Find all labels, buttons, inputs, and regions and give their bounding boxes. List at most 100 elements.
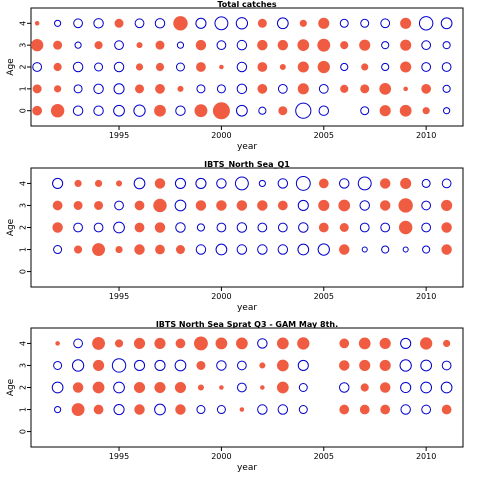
bubble-negative bbox=[113, 104, 125, 117]
bubble-positive bbox=[53, 62, 62, 72]
bubble-negative bbox=[421, 200, 432, 211]
bubble-positive bbox=[116, 180, 123, 187]
bubble-negative bbox=[72, 61, 84, 73]
x-tick-label: 2000 bbox=[211, 292, 231, 301]
bubble-positive bbox=[276, 359, 289, 372]
bubble-negative bbox=[360, 106, 370, 116]
bubble-positive bbox=[441, 404, 452, 415]
y-tick-label: 1 bbox=[19, 407, 28, 412]
bubble-negative bbox=[421, 62, 432, 72]
bubble-negative bbox=[399, 359, 412, 372]
x-tick-label: 2000 bbox=[211, 452, 231, 461]
bubble-negative bbox=[114, 40, 124, 51]
bubble-negative bbox=[216, 222, 227, 233]
bubble-negative bbox=[258, 106, 267, 115]
bubble-positive bbox=[133, 381, 146, 394]
bubble-negative bbox=[51, 381, 64, 394]
x-tick-label: 1995 bbox=[109, 292, 129, 301]
bubble-positive bbox=[318, 199, 330, 212]
bubble-negative bbox=[400, 337, 412, 349]
bubble-positive bbox=[196, 62, 206, 72]
bubble-positive bbox=[154, 337, 166, 349]
bubble-positive bbox=[133, 337, 146, 349]
bubble-positive bbox=[400, 61, 412, 73]
y-tick-label: 3 bbox=[19, 203, 28, 208]
bubble-positive bbox=[339, 338, 350, 349]
bubble-negative bbox=[196, 405, 206, 415]
bubble-negative bbox=[441, 360, 452, 371]
bubble-positive bbox=[379, 337, 391, 349]
bubble-positive bbox=[72, 382, 84, 393]
x-axis-label: year bbox=[237, 303, 257, 313]
y-tick-label: 1 bbox=[19, 86, 28, 91]
bubble-positive bbox=[443, 339, 451, 348]
bubble-negative bbox=[54, 19, 62, 27]
bubble-positive bbox=[339, 244, 350, 255]
bubble-negative bbox=[381, 62, 390, 72]
bubble-negative bbox=[441, 178, 452, 189]
bubble-negative bbox=[257, 404, 268, 415]
bubble-negative bbox=[234, 176, 249, 191]
bubble-positive bbox=[195, 39, 207, 51]
bubble-negative bbox=[443, 107, 451, 115]
bubble-negative bbox=[277, 244, 289, 255]
bubble-negative bbox=[236, 83, 248, 95]
bubble-positive bbox=[318, 222, 329, 233]
bubble-negative bbox=[216, 84, 226, 94]
bubble-negative bbox=[32, 62, 43, 72]
bubble-positive bbox=[339, 360, 350, 371]
bubble-negative bbox=[74, 41, 82, 49]
chart-title: IBTS North Sea Sprat Q3 - GAM May 8th. bbox=[156, 320, 338, 329]
bubble-positive bbox=[359, 404, 370, 415]
y-tick-label: 3 bbox=[19, 363, 28, 368]
bubble-negative bbox=[73, 222, 83, 233]
y-tick-label: 2 bbox=[19, 385, 28, 390]
bubble-positive bbox=[52, 222, 63, 233]
bubble-positive bbox=[277, 200, 288, 211]
bubble-negative bbox=[361, 246, 368, 253]
bubble-negative bbox=[276, 17, 289, 30]
bubble-positive bbox=[359, 39, 371, 51]
bubble-positive bbox=[259, 362, 266, 369]
bubble-negative bbox=[54, 405, 62, 414]
chart-title: Total catches bbox=[217, 0, 276, 9]
bubble-negative bbox=[339, 382, 350, 393]
bubble-negative bbox=[298, 383, 308, 392]
bubble-negative bbox=[154, 359, 166, 372]
y-tick-label: 0 bbox=[19, 429, 28, 434]
bubble-positive bbox=[399, 104, 412, 117]
bubble-positive bbox=[278, 106, 288, 116]
bubble-negative bbox=[71, 359, 85, 372]
y-axis-label: Age bbox=[6, 218, 16, 236]
bubble-positive bbox=[422, 107, 430, 115]
bubble-negative bbox=[214, 16, 229, 31]
bubble-positive bbox=[379, 200, 391, 211]
bubble-negative bbox=[196, 84, 206, 94]
bubble-positive bbox=[73, 200, 83, 210]
bubble-positive bbox=[276, 381, 289, 394]
bubble-positive bbox=[441, 222, 452, 233]
bubble-positive bbox=[114, 18, 124, 28]
bubble-positive bbox=[318, 178, 329, 189]
bubble-positive bbox=[52, 200, 63, 211]
bubble-positive bbox=[174, 381, 187, 394]
bubble-negative bbox=[257, 244, 268, 255]
bubble-negative bbox=[317, 243, 330, 256]
x-axis-label: year bbox=[237, 463, 257, 473]
bubble-negative bbox=[257, 338, 268, 349]
bubble-negative bbox=[258, 179, 266, 188]
bubble-positive bbox=[32, 84, 42, 94]
bubble-negative bbox=[175, 105, 186, 116]
chart-panel-2: IBTS_North Sea_Q1 1995 2000 2005 2010 0 1 2 3 4 ye… bbox=[6, 160, 464, 313]
bubble-negative bbox=[295, 175, 311, 191]
bubble-positive bbox=[297, 83, 309, 95]
bubble-negative bbox=[381, 41, 390, 50]
bubble-negative bbox=[298, 405, 308, 415]
bubble-positive bbox=[216, 200, 227, 211]
bubble-positive bbox=[380, 404, 391, 415]
bubble-positive bbox=[359, 359, 371, 372]
bubble-positive bbox=[257, 200, 268, 211]
bubble-negative bbox=[339, 18, 349, 28]
bubble-negative bbox=[174, 177, 187, 189]
